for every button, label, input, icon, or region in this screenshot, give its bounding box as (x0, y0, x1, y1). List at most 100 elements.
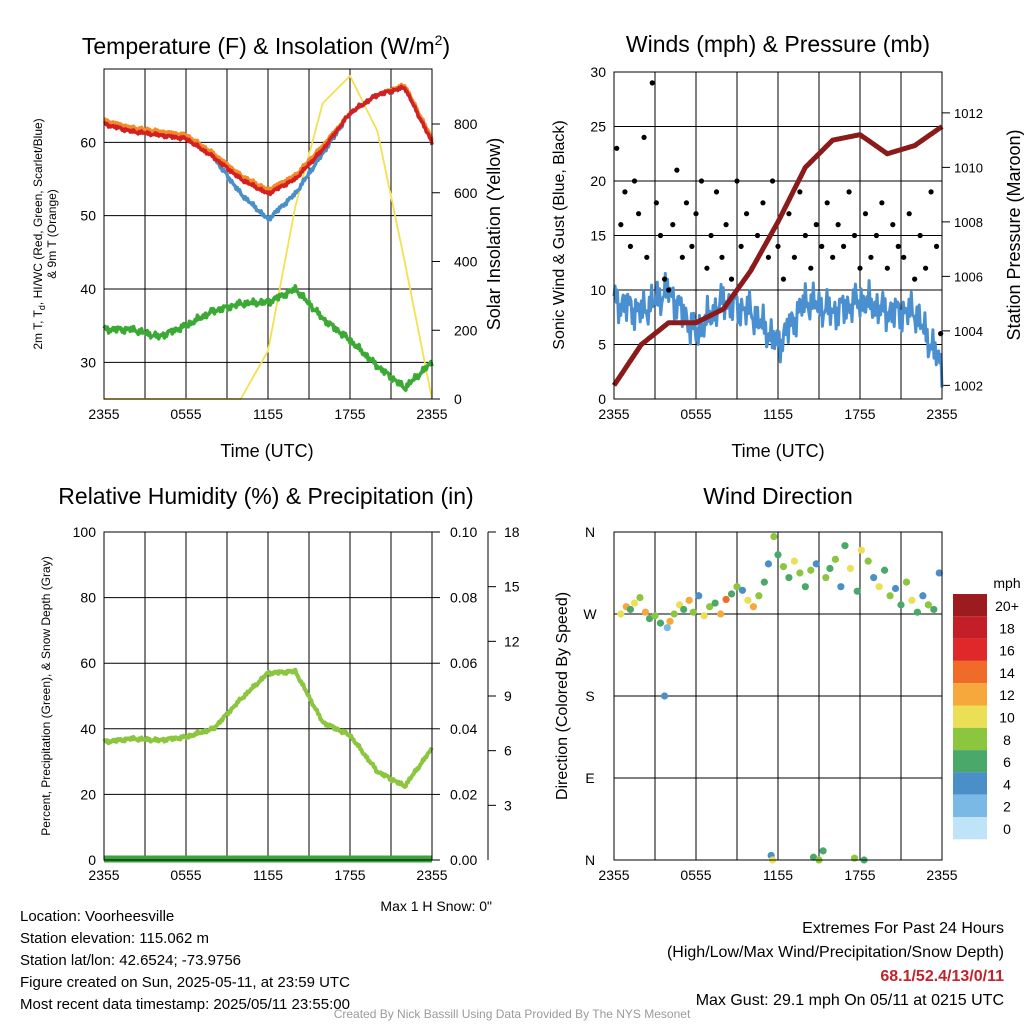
y-tick-label-right: 0 (454, 391, 462, 407)
direction-point (711, 599, 719, 607)
legend-swatch (953, 794, 987, 817)
snow-tick-label: 12 (504, 633, 520, 649)
direction-point (807, 566, 815, 574)
direction-point (924, 601, 932, 609)
x-tick-label: 1755 (334, 406, 365, 422)
y-tick-label-right: 1012 (954, 106, 983, 121)
y-tick-label-left: 60 (80, 134, 96, 150)
y-tick-label-right: 400 (454, 254, 478, 270)
gust-point (928, 189, 934, 195)
gust-point (653, 200, 659, 206)
gust-point (835, 222, 841, 228)
legend-label: 18 (999, 620, 1015, 636)
station-info: Location: Voorheesville Station elevatio… (20, 906, 350, 1016)
gust-point (901, 254, 907, 260)
direction-point (626, 605, 635, 614)
gust-point (666, 287, 672, 293)
temperature-xlabel: Time (UTC) (220, 441, 313, 461)
direction-point (770, 532, 778, 541)
gust-point (698, 178, 705, 184)
gust-point (846, 189, 852, 195)
y-tick-label-left: 50 (80, 208, 96, 224)
gust-point (813, 222, 819, 228)
y-tick-label-right: 600 (454, 185, 478, 201)
direction-point (886, 592, 894, 600)
gust-point (738, 243, 744, 249)
temperature-plot: 2355 0555 1155 1755 235530405060020040060080… (80, 69, 478, 422)
direction-point (853, 587, 861, 595)
x-tick-label: 1155 (763, 867, 793, 883)
gust-point (689, 243, 695, 249)
legend-swatch (953, 750, 987, 773)
direction-frame (613, 531, 943, 861)
snow-tick-label: 15 (504, 579, 520, 595)
y-tick-label-left: 40 (80, 721, 96, 737)
gust-point (808, 265, 814, 271)
snow-note: Max 1 H Snow: 0" (380, 898, 492, 914)
gust-point (769, 178, 776, 184)
direction-point (837, 583, 845, 591)
gust-point (765, 254, 772, 260)
gust-point (824, 200, 830, 206)
legend-swatch (953, 705, 987, 728)
x-tick-label: 1155 (253, 406, 283, 422)
gust-point (674, 167, 680, 173)
legend-swatch (953, 683, 987, 706)
y-tick-label-left: 15 (590, 228, 606, 244)
x-tick-label: 2355 (88, 867, 119, 883)
gust-point (657, 232, 664, 239)
precip-tick-label: 0.10 (450, 524, 477, 540)
sonic-wind-line (612, 271, 944, 388)
direction-point (913, 608, 922, 616)
snow-tick-label: 3 (504, 797, 512, 813)
extremes-values: 68.1/52.4/13/0/11 (880, 968, 1004, 985)
gust-point (786, 211, 792, 217)
x-tick-label: 0555 (680, 867, 711, 883)
direction-point (660, 692, 669, 700)
legend-swatch (953, 817, 987, 840)
gust-point (851, 232, 858, 239)
humidity-panel: Relative Humidity (%) & Precipitation (i… (39, 483, 520, 914)
gust-point (791, 254, 798, 260)
y-tick-label-left: 0 (88, 852, 96, 868)
extremes-title: Extremes For Past 24 Hours (802, 920, 1004, 937)
gust-point (830, 254, 836, 260)
direction-point (636, 594, 644, 602)
gust-point (670, 222, 676, 228)
x-tick-label: 1755 (844, 867, 875, 883)
winds-title: Winds (mph) & Pressure (mb) (626, 31, 930, 57)
gust-point (923, 265, 929, 271)
direction-point (891, 584, 900, 593)
gust-point (917, 232, 923, 239)
snow-tick-label: 9 (504, 688, 512, 704)
direction-point (785, 573, 793, 582)
direction-point (908, 596, 916, 604)
temperature-ylabel-right: Solar Insolation (Yellow) (484, 138, 504, 330)
gust-point (857, 265, 863, 271)
direction-point (670, 610, 678, 618)
gust-point (912, 276, 918, 282)
direction-point (875, 583, 883, 591)
direction-point (689, 608, 697, 616)
gust-point (679, 254, 685, 260)
gust-point (906, 211, 912, 217)
direction-tick-label: W (583, 606, 597, 622)
direction-point (645, 614, 654, 623)
direction-point (930, 605, 938, 614)
gust-point (723, 222, 729, 228)
legend-label: 0 (1003, 821, 1011, 837)
humidity-ylabel-left: Percent, Precipitation (Green), & Snow D… (39, 556, 53, 835)
y-tick-label-left: 5 (598, 337, 606, 353)
precip-tick-label: 0.02 (450, 786, 477, 802)
gust-point (618, 222, 624, 228)
legend-label: 20+ (995, 598, 1019, 614)
temperature-frame (103, 68, 433, 400)
direction-point (902, 578, 911, 586)
direction-point (935, 569, 943, 577)
winds-panel: Winds (mph) & Pressure (mb) 2355 0555 1155… (551, 31, 1024, 461)
legend-label: 2 (1003, 799, 1011, 815)
direction-point (819, 847, 827, 855)
direction-point (663, 624, 671, 632)
